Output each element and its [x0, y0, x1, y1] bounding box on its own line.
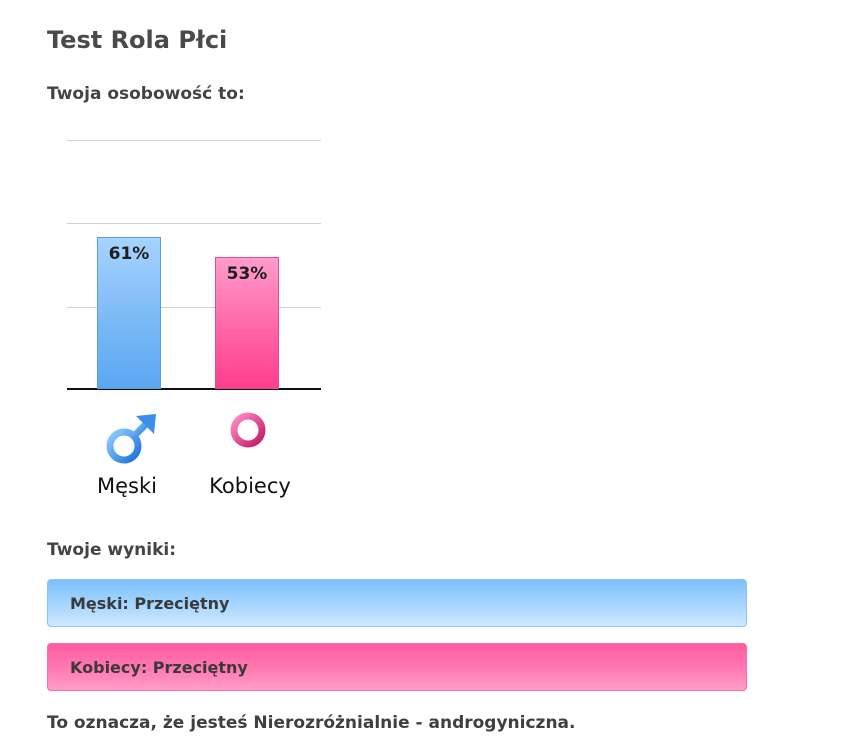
chart-gridline	[67, 140, 321, 141]
result-text-male: Męski: Przeciętny	[70, 594, 230, 613]
chart-gridline	[67, 223, 321, 224]
result-text-female: Kobiecy: Przeciętny	[70, 658, 248, 677]
results-heading: Twoje wyniki:	[47, 540, 177, 560]
chart-baseline	[67, 388, 321, 390]
bar-label-female: 53%	[226, 264, 268, 284]
bar-male: 61%	[97, 237, 161, 389]
personality-heading: Twoja osobowość to:	[47, 84, 245, 104]
category-label-male: Męski	[97, 474, 157, 498]
result-bar-female: Kobiecy: Przeciętny	[47, 643, 747, 691]
result-bar-male: Męski: Przeciętny	[47, 579, 747, 627]
bar-female: 53%	[215, 257, 279, 389]
page-title: Test Rola Płci	[47, 26, 228, 54]
gender-role-bar-chart: 61% 53%	[67, 140, 321, 390]
chart-gridline	[67, 307, 321, 308]
bar-label-male: 61%	[108, 244, 150, 264]
category-label-female: Kobiecy	[209, 474, 291, 498]
conclusion-text: To oznacza, że jesteś Nierozróżnialnie -…	[47, 713, 576, 733]
female-symbol-icon	[230, 412, 266, 470]
male-symbol-icon	[106, 414, 156, 464]
